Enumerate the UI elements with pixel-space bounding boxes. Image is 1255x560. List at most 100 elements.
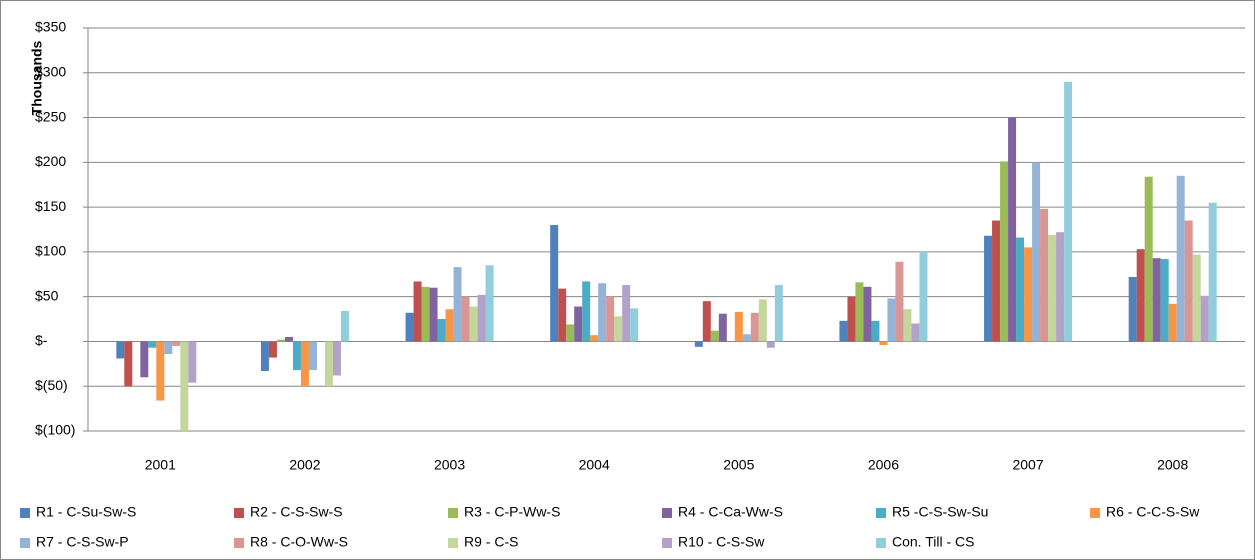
- bar: [429, 287, 438, 342]
- bar: [156, 341, 165, 401]
- bar: [871, 320, 880, 342]
- x-tick-label: 2002: [289, 457, 320, 473]
- bar: [1144, 176, 1153, 342]
- bar: [847, 296, 856, 342]
- bar: [1208, 202, 1217, 342]
- bar: [606, 296, 615, 342]
- bar: [1136, 249, 1145, 342]
- bar: [308, 341, 317, 371]
- bar: [855, 282, 864, 342]
- bar: [172, 341, 181, 346]
- y-tick-label: $250: [35, 108, 66, 124]
- y-tick-label: $(100): [35, 422, 75, 438]
- bar: [742, 334, 751, 342]
- y-tick-label: $350: [35, 19, 66, 35]
- bar: [260, 341, 269, 371]
- bar: [413, 281, 422, 342]
- bar: [550, 225, 559, 342]
- bar: [340, 310, 349, 342]
- bar: [164, 341, 173, 354]
- bar: [630, 308, 639, 342]
- bar: [1152, 258, 1161, 342]
- bar: [1128, 276, 1137, 342]
- bar: [992, 220, 1001, 342]
- bar: [694, 341, 703, 347]
- bar: [405, 312, 414, 342]
- legend-label: R7 - C-S-Sw-P: [36, 534, 129, 550]
- bar: [324, 341, 333, 387]
- y-tick-label: $100: [35, 243, 66, 259]
- bar: [124, 341, 133, 387]
- bar: [1032, 162, 1041, 342]
- x-tick-label: 2006: [868, 457, 899, 473]
- bar: [477, 294, 486, 342]
- bar: [903, 309, 912, 342]
- x-tick-label: 2008: [1157, 457, 1188, 473]
- bar: [268, 341, 277, 358]
- bar: [188, 341, 197, 383]
- bar: [766, 341, 775, 348]
- bar: [461, 296, 470, 342]
- bar: [590, 335, 599, 342]
- bar: [1064, 81, 1073, 342]
- bar: [1200, 295, 1209, 342]
- legend-label: R4 - C-Ca-Ww-S: [678, 504, 783, 520]
- bar: [116, 341, 125, 359]
- y-tick-label: $(50): [35, 377, 68, 393]
- x-tick-label: 2004: [579, 457, 610, 473]
- legend-swatch: [662, 508, 672, 518]
- legend-label: R10 - C-S-Sw: [678, 534, 765, 550]
- legend-swatch: [234, 508, 244, 518]
- bar: [421, 286, 430, 342]
- bar: [453, 267, 462, 342]
- x-tick-label: 2007: [1012, 457, 1043, 473]
- legend-label: R1 - C-Su-Sw-S: [36, 504, 136, 520]
- bar: [485, 265, 494, 342]
- y-tick-label: $50: [35, 287, 59, 303]
- x-tick-label: 2003: [434, 457, 465, 473]
- legend-label: R5 -C-S-Sw-Su: [892, 504, 988, 520]
- bar: [887, 298, 896, 342]
- bar: [774, 285, 783, 342]
- legend-label: R3 - C-P-Ww-S: [464, 504, 560, 520]
- legend-swatch: [876, 508, 886, 518]
- y-tick-label: $-: [35, 332, 48, 348]
- bar: [1000, 161, 1009, 342]
- bar: [598, 283, 607, 342]
- bar: [1040, 208, 1049, 342]
- legend-swatch: [1090, 508, 1100, 518]
- bar: [1056, 232, 1065, 342]
- legend-swatch: [20, 538, 30, 548]
- bar: [558, 288, 567, 342]
- bar: [622, 285, 631, 342]
- bar: [180, 341, 189, 431]
- bar: [1168, 303, 1177, 342]
- bar: [879, 341, 888, 346]
- y-tick-label: $300: [35, 63, 66, 79]
- bar: [582, 281, 591, 342]
- x-tick-label: 2001: [145, 457, 176, 473]
- y-tick-label: $150: [35, 198, 66, 214]
- bar: [839, 320, 848, 342]
- y-axis-label: Thousands: [29, 40, 45, 115]
- bar: [1024, 247, 1033, 342]
- bar: [911, 323, 920, 342]
- legend-swatch: [448, 538, 458, 548]
- bar: [895, 261, 904, 342]
- bar: [332, 341, 341, 376]
- bar: [750, 312, 759, 342]
- legend-swatch: [448, 508, 458, 518]
- bar: [718, 313, 727, 342]
- bar: [284, 336, 293, 342]
- bar: [574, 306, 583, 342]
- bar: [445, 309, 454, 342]
- bar: [140, 341, 149, 378]
- legend-swatch: [234, 538, 244, 548]
- bar: [292, 341, 301, 371]
- bar: [566, 324, 575, 342]
- bar: [863, 286, 872, 342]
- legend-swatch: [876, 538, 886, 548]
- bar: [437, 319, 446, 342]
- bar: [300, 341, 309, 387]
